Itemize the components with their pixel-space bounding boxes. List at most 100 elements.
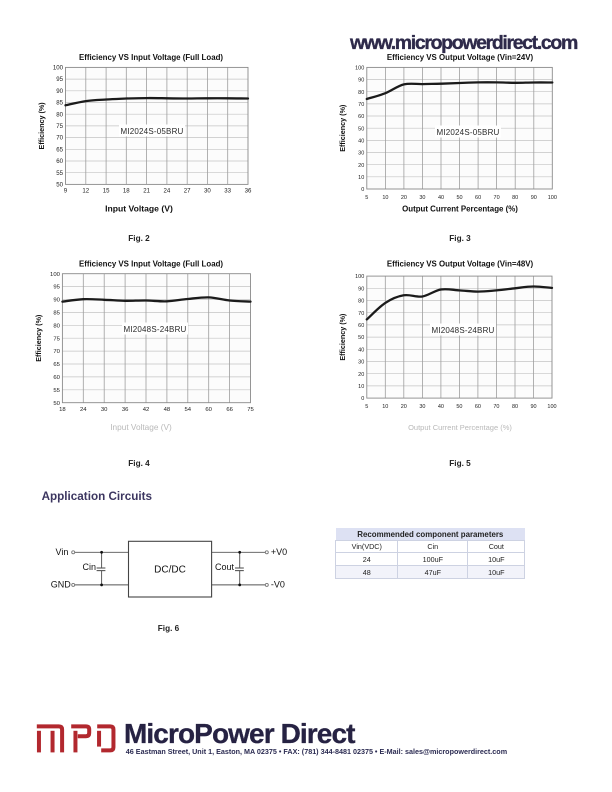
svg-text:20: 20 bbox=[358, 372, 364, 378]
svg-text:10: 10 bbox=[358, 175, 364, 181]
svg-text:100: 100 bbox=[548, 195, 557, 201]
svg-text:-V0: -V0 bbox=[271, 580, 285, 590]
svg-text:24: 24 bbox=[164, 188, 171, 195]
svg-text:5: 5 bbox=[365, 404, 368, 410]
svg-text:90: 90 bbox=[56, 88, 63, 95]
svg-text:21: 21 bbox=[143, 188, 150, 195]
svg-text:Efficiency VS Output Voltage (: Efficiency VS Output Voltage (Vin=24V) bbox=[387, 53, 534, 62]
svg-text:80: 80 bbox=[358, 90, 364, 96]
svg-text:60: 60 bbox=[475, 404, 481, 410]
svg-text:GND: GND bbox=[51, 580, 72, 590]
svg-text:55: 55 bbox=[56, 170, 63, 177]
svg-text:Vin: Vin bbox=[56, 547, 69, 557]
svg-text:95: 95 bbox=[53, 285, 60, 291]
svg-text:40: 40 bbox=[438, 195, 444, 201]
svg-text:Fig. 5: Fig. 5 bbox=[449, 459, 471, 468]
svg-text:65: 65 bbox=[56, 146, 63, 153]
svg-text:90: 90 bbox=[358, 78, 364, 84]
svg-text:Cout: Cout bbox=[215, 562, 235, 572]
svg-text:Efficiency VS Input Voltage (F: Efficiency VS Input Voltage (Full Load) bbox=[79, 260, 223, 269]
svg-text:90: 90 bbox=[530, 404, 536, 410]
svg-text:100: 100 bbox=[355, 274, 364, 280]
svg-text:60: 60 bbox=[358, 323, 364, 329]
svg-text:30: 30 bbox=[358, 151, 364, 157]
svg-text:Efficiency (%): Efficiency (%) bbox=[34, 314, 43, 362]
svg-text:95: 95 bbox=[56, 76, 63, 83]
svg-text:Output Current Percentage (%): Output Current Percentage (%) bbox=[402, 205, 518, 214]
svg-text:75: 75 bbox=[247, 407, 254, 413]
svg-text:80: 80 bbox=[512, 195, 518, 201]
svg-text:Efficiency (%): Efficiency (%) bbox=[37, 102, 46, 150]
svg-text:Cin: Cin bbox=[82, 562, 96, 572]
svg-text:Fig. 3: Fig. 3 bbox=[449, 234, 471, 243]
svg-text:Efficiency VS Output Voltage (: Efficiency VS Output Voltage (Vin=48V) bbox=[387, 260, 534, 269]
svg-text:Efficiency VS Input Voltage (F: Efficiency VS Input Voltage (Full Load) bbox=[79, 53, 223, 62]
svg-text:90: 90 bbox=[531, 195, 537, 201]
svg-text:Fig. 2: Fig. 2 bbox=[128, 234, 150, 243]
svg-text:50: 50 bbox=[358, 126, 364, 132]
svg-text:100: 100 bbox=[53, 65, 64, 72]
svg-text:33: 33 bbox=[224, 188, 231, 195]
svg-text:50: 50 bbox=[456, 195, 462, 201]
svg-text:20: 20 bbox=[358, 163, 364, 169]
svg-text:42: 42 bbox=[143, 407, 150, 413]
svg-text:Efficiency (%): Efficiency (%) bbox=[338, 104, 347, 152]
svg-text:70: 70 bbox=[53, 349, 60, 355]
svg-text:Input Voltage (V): Input Voltage (V) bbox=[110, 423, 172, 432]
svg-text:30: 30 bbox=[419, 195, 425, 201]
svg-text:+V0: +V0 bbox=[271, 547, 287, 557]
svg-text:30: 30 bbox=[101, 407, 108, 413]
svg-text:50: 50 bbox=[53, 401, 60, 407]
svg-text:30: 30 bbox=[204, 188, 211, 195]
svg-text:24: 24 bbox=[80, 407, 87, 413]
svg-text:66: 66 bbox=[226, 407, 233, 413]
svg-text:20: 20 bbox=[401, 195, 407, 201]
svg-text:54: 54 bbox=[185, 407, 192, 413]
svg-text:10: 10 bbox=[358, 384, 364, 390]
svg-text:20: 20 bbox=[401, 404, 407, 410]
svg-text:40: 40 bbox=[358, 139, 364, 145]
svg-text:70: 70 bbox=[56, 135, 63, 142]
svg-text:Fig. 6: Fig. 6 bbox=[158, 624, 180, 633]
svg-text:70: 70 bbox=[358, 311, 364, 317]
svg-text:100: 100 bbox=[50, 272, 61, 278]
svg-text:55: 55 bbox=[53, 388, 60, 394]
svg-text:60: 60 bbox=[56, 158, 63, 165]
svg-text:5: 5 bbox=[365, 195, 368, 201]
svg-text:100: 100 bbox=[547, 404, 556, 410]
svg-text:DC/DC: DC/DC bbox=[154, 564, 186, 575]
svg-text:0: 0 bbox=[361, 187, 364, 193]
svg-text:60: 60 bbox=[358, 114, 364, 120]
svg-text:75: 75 bbox=[53, 336, 60, 342]
svg-text:10: 10 bbox=[382, 195, 388, 201]
svg-text:MI2024S-05BRU: MI2024S-05BRU bbox=[120, 127, 183, 136]
svg-text:27: 27 bbox=[184, 188, 191, 195]
svg-text:Efficiency (%): Efficiency (%) bbox=[338, 313, 347, 361]
svg-text:60: 60 bbox=[205, 407, 212, 413]
svg-text:80: 80 bbox=[512, 404, 518, 410]
svg-text:85: 85 bbox=[53, 311, 60, 317]
svg-text:50: 50 bbox=[56, 182, 63, 189]
svg-text:70: 70 bbox=[493, 404, 499, 410]
svg-text:30: 30 bbox=[358, 360, 364, 366]
svg-text:40: 40 bbox=[438, 404, 444, 410]
svg-text:18: 18 bbox=[123, 188, 130, 195]
svg-text:36: 36 bbox=[245, 188, 252, 195]
svg-text:18: 18 bbox=[59, 407, 66, 413]
svg-text:90: 90 bbox=[358, 286, 364, 292]
svg-text:80: 80 bbox=[358, 299, 364, 305]
svg-text:60: 60 bbox=[53, 375, 60, 381]
svg-text:10: 10 bbox=[382, 404, 388, 410]
svg-text:15: 15 bbox=[103, 188, 110, 195]
svg-text:60: 60 bbox=[475, 195, 481, 201]
svg-text:80: 80 bbox=[56, 111, 63, 118]
svg-text:50: 50 bbox=[358, 335, 364, 341]
svg-text:30: 30 bbox=[419, 404, 425, 410]
svg-text:Output Current Percentage (%): Output Current Percentage (%) bbox=[408, 423, 512, 432]
svg-text:90: 90 bbox=[53, 298, 60, 304]
svg-text:80: 80 bbox=[53, 323, 60, 329]
svg-text:0: 0 bbox=[361, 396, 364, 402]
svg-text:MI2048S-24BRU: MI2048S-24BRU bbox=[123, 325, 186, 334]
svg-text:70: 70 bbox=[494, 195, 500, 201]
svg-text:65: 65 bbox=[53, 362, 60, 368]
